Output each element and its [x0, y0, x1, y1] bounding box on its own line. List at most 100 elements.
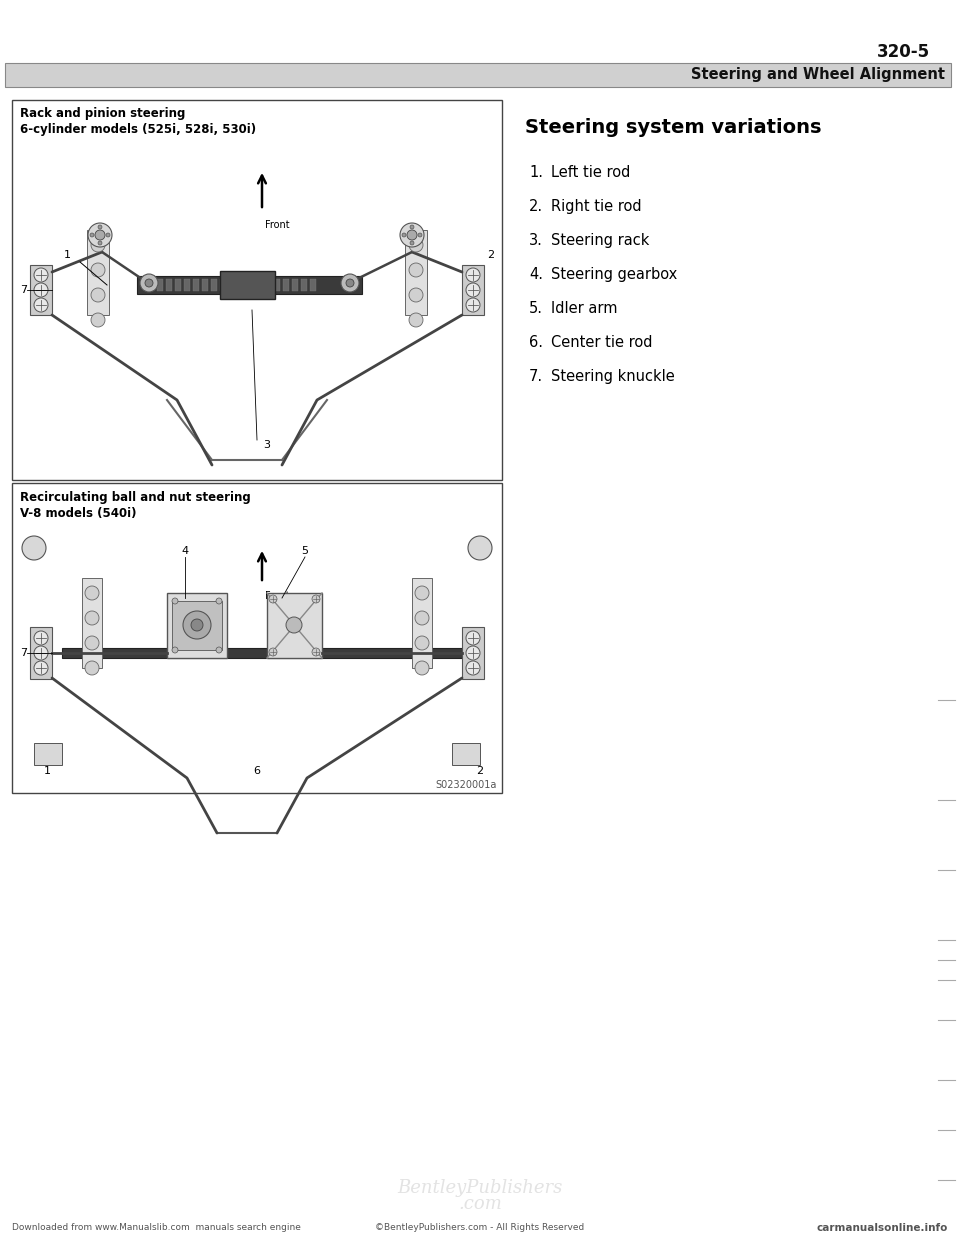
Bar	[30, 265, 52, 315]
Text: ©BentleyPublishers.com - All Rights Reserved: ©BentleyPublishers.com - All Rights Rese…	[375, 1223, 585, 1232]
Text: 6: 6	[253, 766, 260, 776]
Text: Left tie rod: Left tie rod	[551, 165, 631, 180]
Text: .com: .com	[458, 1195, 502, 1213]
Text: 320-5: 320-5	[876, 43, 930, 61]
Circle shape	[183, 611, 211, 638]
Bar	[462, 627, 484, 679]
Circle shape	[409, 263, 423, 277]
Circle shape	[216, 597, 222, 604]
Text: 7: 7	[20, 648, 27, 658]
Text: 1: 1	[43, 766, 51, 776]
Circle shape	[95, 230, 105, 240]
Text: Recirculating ball and nut steering: Recirculating ball and nut steering	[20, 491, 251, 503]
Text: Steering rack: Steering rack	[551, 233, 649, 248]
Circle shape	[140, 274, 158, 292]
Bar	[202, 279, 208, 291]
Text: 7: 7	[20, 284, 27, 296]
Circle shape	[34, 283, 48, 297]
Circle shape	[269, 595, 277, 604]
Text: 5: 5	[301, 546, 308, 556]
Circle shape	[145, 279, 153, 287]
Circle shape	[341, 274, 359, 292]
Bar	[267, 592, 322, 658]
Bar	[283, 279, 289, 291]
Bar	[220, 279, 226, 291]
Text: 4.: 4.	[529, 267, 543, 282]
Circle shape	[85, 611, 99, 625]
Circle shape	[409, 313, 423, 327]
Circle shape	[286, 617, 302, 633]
Bar	[172, 601, 222, 650]
Circle shape	[85, 586, 99, 600]
Text: 5.: 5.	[529, 301, 543, 315]
Circle shape	[418, 233, 422, 237]
Bar	[247, 279, 253, 291]
Text: Steering and Wheel Alignment: Steering and Wheel Alignment	[691, 67, 945, 82]
Circle shape	[34, 661, 48, 674]
Bar	[229, 279, 235, 291]
Bar	[34, 743, 62, 765]
Circle shape	[85, 661, 99, 674]
Circle shape	[466, 661, 480, 674]
Bar	[274, 279, 280, 291]
Circle shape	[34, 646, 48, 660]
Text: 3.: 3.	[529, 233, 543, 248]
Circle shape	[415, 586, 429, 600]
Bar	[265, 279, 271, 291]
Bar	[167, 592, 227, 658]
Circle shape	[85, 636, 99, 650]
Bar	[193, 279, 199, 291]
Bar	[175, 279, 181, 291]
Circle shape	[34, 631, 48, 645]
Circle shape	[88, 224, 112, 247]
Circle shape	[346, 279, 354, 287]
Text: V-8 models (540i): V-8 models (540i)	[20, 507, 136, 519]
Text: 1.: 1.	[529, 165, 543, 180]
Text: Front: Front	[265, 591, 290, 601]
Bar	[62, 648, 467, 658]
Text: Center tie rod: Center tie rod	[551, 335, 653, 350]
Text: 2.: 2.	[529, 199, 543, 214]
Bar	[166, 279, 172, 291]
Circle shape	[466, 268, 480, 282]
Circle shape	[402, 233, 406, 237]
Bar	[184, 279, 190, 291]
Circle shape	[466, 631, 480, 645]
Circle shape	[269, 648, 277, 656]
Circle shape	[466, 646, 480, 660]
Bar	[310, 279, 316, 291]
Bar	[211, 279, 217, 291]
Bar	[405, 230, 427, 315]
Text: carmanualsonline.info: carmanualsonline.info	[817, 1223, 948, 1233]
Text: Steering gearbox: Steering gearbox	[551, 267, 677, 282]
Bar	[256, 279, 262, 291]
Bar	[12, 101, 502, 479]
Text: 4: 4	[181, 546, 188, 556]
Bar	[82, 578, 102, 668]
Circle shape	[415, 636, 429, 650]
Circle shape	[22, 537, 46, 560]
Circle shape	[98, 225, 102, 229]
Text: 1: 1	[63, 250, 70, 260]
Bar	[87, 230, 109, 315]
Text: 7.: 7.	[529, 369, 543, 384]
Text: S02320001a: S02320001a	[436, 780, 497, 790]
Circle shape	[410, 225, 414, 229]
Text: 2: 2	[476, 766, 484, 776]
Bar	[292, 279, 298, 291]
Circle shape	[91, 263, 105, 277]
Circle shape	[410, 241, 414, 245]
Text: Front: Front	[265, 220, 290, 230]
Text: BentleyPublishers: BentleyPublishers	[397, 1179, 563, 1197]
Circle shape	[91, 288, 105, 302]
Text: Right tie rod: Right tie rod	[551, 199, 641, 214]
Bar	[137, 276, 362, 294]
Circle shape	[409, 238, 423, 252]
Bar	[462, 265, 484, 315]
Text: Steering system variations: Steering system variations	[525, 118, 822, 137]
Circle shape	[91, 238, 105, 252]
Bar	[30, 627, 52, 679]
Bar	[5, 63, 951, 87]
Bar	[452, 743, 480, 765]
Text: Rack and pinion steering: Rack and pinion steering	[20, 108, 185, 120]
